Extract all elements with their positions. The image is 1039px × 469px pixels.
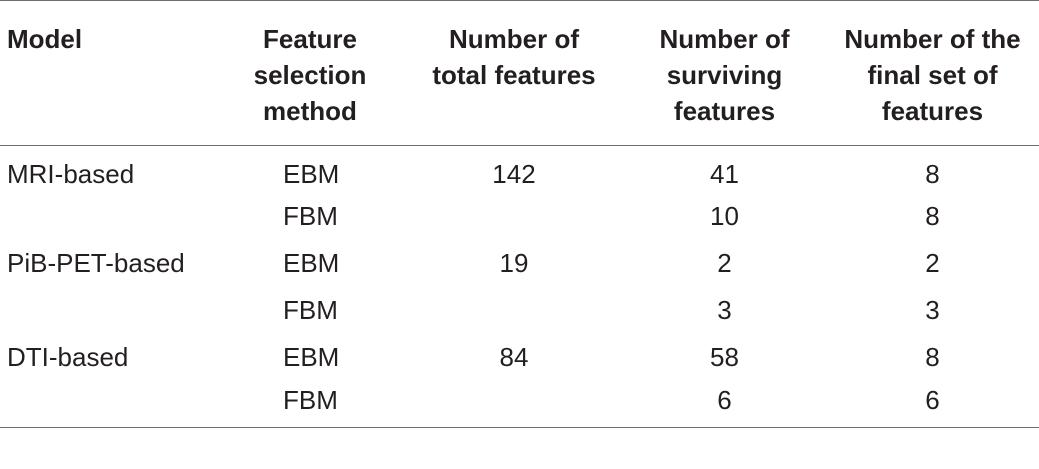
cell-surviving-features: 10 xyxy=(710,201,739,231)
cell-surviving-features: 6 xyxy=(717,384,732,415)
cell-method: EBM xyxy=(283,342,340,372)
table-row: FBM 3 3 xyxy=(0,287,1039,334)
table-row: FBM 6 6 xyxy=(0,381,1039,428)
cell-total-features xyxy=(405,287,623,334)
header-line: Number of the xyxy=(844,24,1021,54)
header-line: selection xyxy=(253,60,367,90)
header-row: Model Feature selection method Number of… xyxy=(0,0,1039,146)
cell-method: FBM xyxy=(283,201,338,231)
header-line: method xyxy=(263,96,357,126)
header-model: Model xyxy=(0,1,215,146)
cell-total-features: 19 xyxy=(499,248,529,278)
header-total-features: Number of total features xyxy=(405,1,623,146)
table-row: DTI-based EBM 84 58 8 xyxy=(0,334,1039,381)
cell-total-features xyxy=(405,193,623,240)
cell-method: FBM xyxy=(283,384,338,415)
cell-surviving-features: 2 xyxy=(717,248,732,278)
header-line: Feature xyxy=(263,24,357,54)
cell-final-features: 8 xyxy=(925,201,940,231)
cell-final-features: 6 xyxy=(925,384,940,415)
header-feature-selection-method: Feature selection method xyxy=(215,1,405,146)
cell-model: DTI-based xyxy=(7,342,129,372)
cell-surviving-features: 41 xyxy=(710,159,739,190)
header-final-set-features: Number of the final set of features xyxy=(826,1,1039,146)
cell-method: EBM xyxy=(283,248,340,278)
cell-model xyxy=(0,287,215,334)
header-line: Number of xyxy=(659,24,790,54)
table-body: MRI-based EBM 142 41 8 FBM 10 8 PiB-PET-… xyxy=(0,146,1039,428)
header-line: features xyxy=(673,96,776,126)
table-row: MRI-based EBM 142 41 8 xyxy=(0,146,1039,193)
cell-surviving-features: 58 xyxy=(710,342,739,372)
table-row: PiB-PET-based EBM 19 2 2 xyxy=(0,240,1039,287)
header-line: Number of xyxy=(449,24,579,54)
cell-final-features: 8 xyxy=(925,159,940,190)
header-line: surviving xyxy=(666,60,783,90)
header-line: final set of xyxy=(867,60,998,90)
cell-final-features: 2 xyxy=(925,248,940,278)
header-surviving-features: Number of surviving features xyxy=(623,1,826,146)
header-line: features xyxy=(881,96,984,126)
cell-surviving-features: 3 xyxy=(717,295,732,325)
cell-model: PiB-PET-based xyxy=(7,248,185,278)
cell-method: EBM xyxy=(283,159,340,190)
cell-total-features: 142 xyxy=(492,159,536,190)
header-line: Model xyxy=(7,24,83,54)
table-header: Model Feature selection method Number of… xyxy=(0,0,1039,146)
cell-model xyxy=(0,381,215,428)
cell-method: FBM xyxy=(283,295,338,325)
feature-selection-table: Model Feature selection method Number of… xyxy=(0,0,1039,428)
cell-final-features: 8 xyxy=(925,342,940,372)
cell-model xyxy=(0,193,215,240)
cell-total-features: 84 xyxy=(499,342,529,372)
table-row: FBM 10 8 xyxy=(0,193,1039,240)
cell-final-features: 3 xyxy=(925,295,940,325)
header-line: total features xyxy=(432,60,596,90)
cell-model: MRI-based xyxy=(7,159,135,190)
cell-total-features xyxy=(405,381,623,428)
